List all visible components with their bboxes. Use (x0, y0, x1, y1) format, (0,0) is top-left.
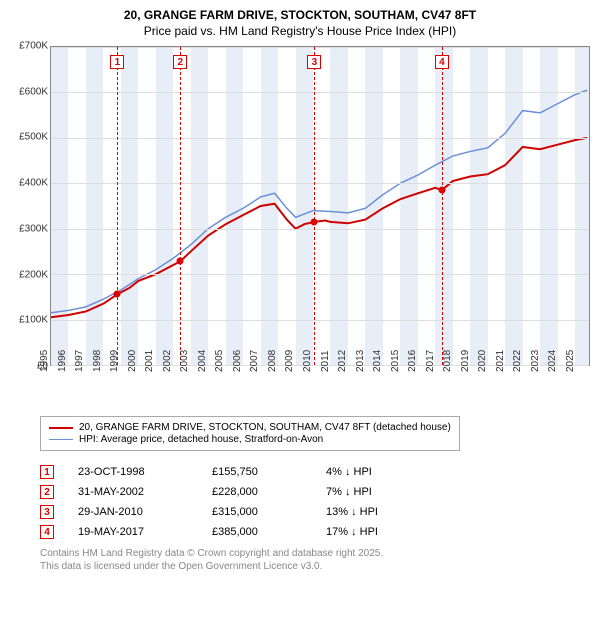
transaction-date: 29-JAN-2010 (78, 506, 188, 518)
transaction-price: £155,750 (212, 466, 302, 478)
x-tick: 2000 (127, 350, 138, 372)
x-tick: 2014 (372, 350, 383, 372)
transaction-pct: 17% ↓ HPI (326, 526, 426, 538)
x-tick: 2017 (425, 350, 436, 372)
marker-dot-4 (438, 187, 445, 194)
x-tick: 2009 (284, 350, 295, 372)
y-tick: £700K (19, 41, 48, 52)
marker-4: 4 (435, 55, 449, 69)
x-tick: 2013 (354, 350, 365, 372)
marker-1: 1 (110, 55, 124, 69)
y-tick: £100K (19, 315, 48, 326)
transaction-row: 4 19-MAY-2017 £385,000 17% ↓ HPI (40, 525, 590, 539)
x-tick: 2019 (460, 350, 471, 372)
transaction-row: 2 31-MAY-2002 £228,000 7% ↓ HPI (40, 485, 590, 499)
transaction-price: £385,000 (212, 526, 302, 538)
series-property (51, 138, 587, 317)
x-tick: 2025 (565, 350, 576, 372)
x-tick: 2008 (267, 350, 278, 372)
chart-lines (51, 47, 589, 365)
x-tick: 2018 (442, 350, 453, 372)
x-tick: 2004 (197, 350, 208, 372)
x-tick: 2001 (144, 350, 155, 372)
x-tick: 2023 (530, 350, 541, 372)
transaction-marker: 1 (40, 465, 54, 479)
x-tick: 2011 (320, 350, 331, 372)
marker-2: 2 (173, 55, 187, 69)
footer-line2: This data is licensed under the Open Gov… (40, 560, 590, 573)
transaction-marker: 3 (40, 505, 54, 519)
transaction-date: 23-OCT-1998 (78, 466, 188, 478)
legend-row: HPI: Average price, detached house, Stra… (49, 434, 451, 445)
x-tick: 2021 (495, 350, 506, 372)
marker-3: 3 (307, 55, 321, 69)
marker-dot-3 (311, 218, 318, 225)
footer: Contains HM Land Registry data © Crown c… (40, 547, 590, 573)
x-tick: 1998 (91, 350, 102, 372)
y-axis: £0£100K£200K£300K£400K£500K£600K£700K (10, 46, 50, 366)
x-tick: 2007 (249, 350, 260, 372)
transaction-price: £228,000 (212, 486, 302, 498)
chart-subtitle: Price paid vs. HM Land Registry's House … (10, 24, 590, 38)
transaction-date: 19-MAY-2017 (78, 526, 188, 538)
legend-label: HPI: Average price, detached house, Stra… (79, 434, 323, 445)
chart-title: 20, GRANGE FARM DRIVE, STOCKTON, SOUTHAM… (10, 8, 590, 22)
y-tick: £300K (19, 223, 48, 234)
series-hpi (51, 90, 587, 313)
x-tick: 2010 (302, 350, 313, 372)
x-tick: 2003 (179, 350, 190, 372)
x-tick: 2024 (547, 350, 558, 372)
x-tick: 1996 (56, 350, 67, 372)
y-tick: £600K (19, 86, 48, 97)
transaction-date: 31-MAY-2002 (78, 486, 188, 498)
x-tick: 2020 (477, 350, 488, 372)
legend: 20, GRANGE FARM DRIVE, STOCKTON, SOUTHAM… (40, 416, 460, 451)
x-tick: 2005 (214, 350, 225, 372)
legend-swatch (49, 439, 73, 441)
transaction-pct: 4% ↓ HPI (326, 466, 426, 478)
x-tick: 2015 (390, 350, 401, 372)
footer-line1: Contains HM Land Registry data © Crown c… (40, 547, 590, 560)
x-tick: 2006 (232, 350, 243, 372)
x-tick: 1997 (74, 350, 85, 372)
transaction-marker: 2 (40, 485, 54, 499)
plot-area: 1 2 3 4 (50, 46, 590, 366)
legend-swatch (49, 427, 73, 429)
x-tick: 2022 (512, 350, 523, 372)
x-tick: 1999 (109, 350, 120, 372)
x-tick: 2016 (407, 350, 418, 372)
x-tick: 1995 (39, 350, 50, 372)
x-tick: 2002 (162, 350, 173, 372)
x-axis: 1995199619971998199920002001200220032004… (50, 370, 590, 410)
legend-row: 20, GRANGE FARM DRIVE, STOCKTON, SOUTHAM… (49, 422, 451, 433)
marker-dot-2 (177, 258, 184, 265)
transactions-table: 1 23-OCT-1998 £155,750 4% ↓ HPI 2 31-MAY-2002… (40, 465, 590, 539)
transaction-row: 1 23-OCT-1998 £155,750 4% ↓ HPI (40, 465, 590, 479)
transaction-row: 3 29-JAN-2010 £315,000 13% ↓ HPI (40, 505, 590, 519)
y-tick: £400K (19, 178, 48, 189)
chart-area: £0£100K£200K£300K£400K£500K£600K£700K 12… (50, 46, 590, 366)
marker-dot-1 (114, 291, 121, 298)
x-tick: 2012 (337, 350, 348, 372)
legend-label: 20, GRANGE FARM DRIVE, STOCKTON, SOUTHAM… (79, 422, 451, 433)
transaction-pct: 7% ↓ HPI (326, 486, 426, 498)
y-tick: £200K (19, 269, 48, 280)
transaction-pct: 13% ↓ HPI (326, 506, 426, 518)
y-tick: £500K (19, 132, 48, 143)
transaction-price: £315,000 (212, 506, 302, 518)
transaction-marker: 4 (40, 525, 54, 539)
